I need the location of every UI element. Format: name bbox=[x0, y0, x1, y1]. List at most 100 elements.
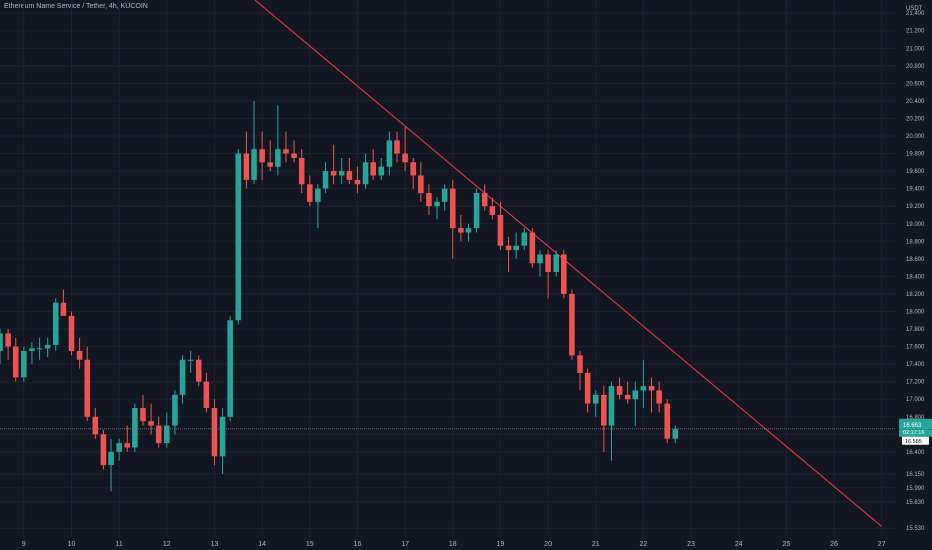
y-tick-label: 15.530 bbox=[906, 526, 925, 532]
x-tick-label: 20 bbox=[544, 541, 552, 548]
candle-bearish bbox=[664, 399, 671, 444]
candle-body bbox=[227, 320, 233, 417]
candle-bearish bbox=[346, 157, 353, 185]
candle-bullish bbox=[172, 390, 178, 435]
candle-bullish bbox=[465, 223, 472, 242]
candle-body bbox=[84, 359, 90, 417]
candle-bullish bbox=[235, 149, 242, 325]
candle-body bbox=[577, 355, 583, 373]
y-tick-label: 19.400 bbox=[906, 187, 925, 193]
candle-body bbox=[140, 408, 146, 422]
candle-body bbox=[100, 434, 107, 466]
last-price-label: 16.663 bbox=[903, 423, 922, 429]
y-tick-label: 16.800 bbox=[906, 415, 925, 421]
x-tick-label: 13 bbox=[211, 541, 219, 548]
candle-bearish bbox=[656, 381, 662, 413]
candle-body bbox=[489, 206, 496, 215]
x-tick-label: 24 bbox=[735, 541, 743, 548]
candle-bearish bbox=[545, 250, 551, 299]
y-tick-label: 17.600 bbox=[906, 345, 925, 351]
candle-bullish bbox=[640, 359, 647, 409]
x-tick-label: 12 bbox=[163, 541, 171, 548]
candle-bullish bbox=[116, 438, 122, 461]
candle-bearish bbox=[426, 184, 432, 215]
candle-body bbox=[481, 193, 488, 207]
candle-body bbox=[434, 201, 440, 207]
candle-bullish bbox=[672, 425, 679, 444]
candle-bearish bbox=[259, 131, 265, 180]
candle-bullish bbox=[378, 157, 385, 180]
y-tick-label: 19.600 bbox=[906, 169, 925, 175]
candle-bearish bbox=[76, 337, 83, 369]
candle-body bbox=[203, 381, 210, 409]
candle-body bbox=[418, 175, 424, 194]
candle-body bbox=[473, 193, 480, 229]
candle-body bbox=[338, 171, 345, 176]
candle-body bbox=[243, 153, 250, 180]
candle-bullish bbox=[434, 197, 440, 220]
candles-layer bbox=[0, 100, 679, 492]
y-tick-label: 20.600 bbox=[906, 81, 925, 87]
candle-body bbox=[402, 153, 408, 163]
candle-bullish bbox=[187, 350, 194, 373]
candle-body bbox=[410, 162, 416, 176]
time-axis[interactable]: 9 10 11 12 13 14 15 16 17 18 19 20 21 22 23 24 25 26 27 bbox=[22, 541, 886, 548]
candle-bearish bbox=[616, 377, 623, 400]
candle-bullish bbox=[521, 228, 528, 251]
candle-body bbox=[36, 348, 43, 350]
x-tick-label: 26 bbox=[830, 541, 838, 548]
candle-bullish bbox=[386, 131, 393, 176]
candle-body bbox=[449, 188, 456, 229]
candle-body bbox=[275, 149, 281, 167]
candle-bullish bbox=[0, 329, 3, 365]
candle-bearish bbox=[124, 425, 131, 452]
candle-body bbox=[545, 254, 551, 273]
countdown-badge bbox=[899, 429, 932, 437]
trendline-layer[interactable] bbox=[254, 0, 883, 527]
candle-bearish bbox=[68, 311, 75, 356]
candle-body bbox=[298, 157, 305, 185]
candle-body bbox=[5, 333, 11, 347]
candle-body bbox=[362, 162, 369, 185]
candle-body bbox=[632, 390, 639, 400]
x-tick-label: 16 bbox=[354, 541, 362, 548]
candle-bullish bbox=[632, 381, 639, 426]
candle-bullish bbox=[219, 408, 226, 474]
y-tick-label: 16.400 bbox=[906, 450, 925, 456]
price-axis[interactable]: USDT 21.400 21.200 21.000 20.800 20.600 20.40… bbox=[906, 6, 925, 532]
candle-bearish bbox=[601, 386, 607, 452]
candle-bullish bbox=[322, 162, 329, 194]
candle-bearish bbox=[458, 214, 464, 242]
candle-body bbox=[553, 254, 559, 273]
countdown-label: 02:17:16 bbox=[903, 430, 924, 436]
candle-body bbox=[291, 153, 297, 158]
candle-body bbox=[458, 228, 464, 233]
candle-body bbox=[68, 315, 75, 351]
prev-close-label: 16.585 bbox=[905, 439, 922, 445]
y-tick-label: 17.400 bbox=[906, 362, 925, 368]
candle-bearish bbox=[624, 381, 631, 404]
x-tick-label: 10 bbox=[68, 541, 76, 548]
candle-body bbox=[76, 350, 83, 360]
x-tick-label: 21 bbox=[592, 541, 600, 548]
candle-bullish bbox=[251, 100, 257, 185]
candle-bearish bbox=[497, 201, 504, 251]
trendline[interactable] bbox=[254, 0, 883, 527]
symbol-title: Ethereum Name Service / Tether, 4h, KUCO… bbox=[4, 3, 148, 10]
candle-body bbox=[195, 359, 202, 382]
candle-bearish bbox=[569, 289, 575, 360]
candle-body bbox=[21, 350, 27, 378]
candle-body bbox=[378, 166, 385, 176]
candle-bullish bbox=[473, 188, 480, 233]
candle-bearish bbox=[529, 228, 536, 268]
candle-body bbox=[616, 386, 623, 395]
x-tick-label: 23 bbox=[687, 541, 695, 548]
y-tick-label: 17.200 bbox=[906, 380, 925, 386]
x-tick-label: 9 bbox=[22, 541, 26, 548]
candle-body bbox=[672, 429, 679, 439]
candle-bullish bbox=[52, 298, 59, 351]
candle-bearish bbox=[354, 166, 361, 194]
candle-bearish bbox=[291, 140, 297, 163]
candle-bearish bbox=[155, 416, 162, 448]
